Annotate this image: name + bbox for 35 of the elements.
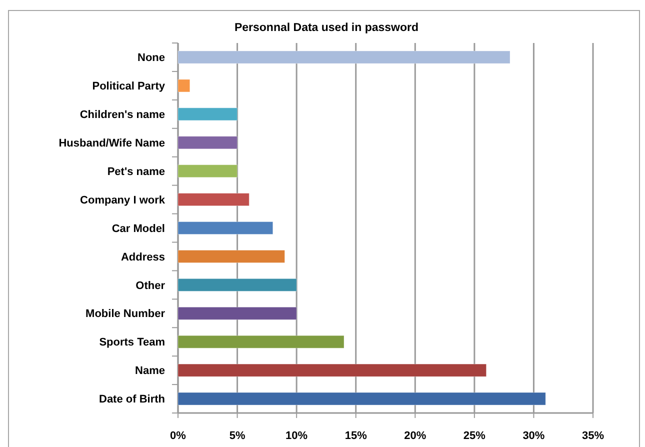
y-tick-label: Mobile Number <box>86 308 166 320</box>
y-tick-label: Sports Team <box>99 336 166 349</box>
y-tick-label: Company I work <box>80 194 166 206</box>
bar <box>178 364 487 377</box>
x-tick-label: 0% <box>170 430 186 442</box>
bar <box>178 392 546 406</box>
chart-title: Personnal Data used in password <box>234 22 419 34</box>
y-tick-label: Other <box>136 280 166 292</box>
y-tick-label: Political Party <box>92 80 166 93</box>
bar <box>178 306 297 320</box>
bar <box>178 50 510 64</box>
y-tick-label: Address <box>120 251 165 264</box>
bar <box>178 79 190 92</box>
y-tick-label: Car Model <box>112 222 165 235</box>
x-tick-label: 30% <box>522 430 545 442</box>
x-tick-label: 10% <box>286 430 308 442</box>
y-tick-label: Husband/Wife Name <box>58 137 165 150</box>
bar <box>178 136 238 150</box>
y-tick-label: Date of Birth <box>99 394 166 406</box>
bar <box>178 108 238 121</box>
x-tick-label: 20% <box>404 430 426 442</box>
y-tick-label: Pet's name <box>107 166 165 178</box>
bar <box>178 278 297 292</box>
x-tick-label: 35% <box>582 430 604 442</box>
y-tick-label: None <box>138 52 165 64</box>
y-tick-label: Children's name <box>80 109 165 122</box>
bar <box>178 193 250 206</box>
bar <box>178 250 285 263</box>
bar <box>178 221 274 235</box>
bar <box>178 335 344 348</box>
x-tick-label: 15% <box>344 430 368 442</box>
x-tick-label: 25% <box>463 430 486 442</box>
bar <box>178 164 238 178</box>
y-tick-label: Name <box>135 365 165 378</box>
x-tick-label: 5% <box>229 430 246 442</box>
